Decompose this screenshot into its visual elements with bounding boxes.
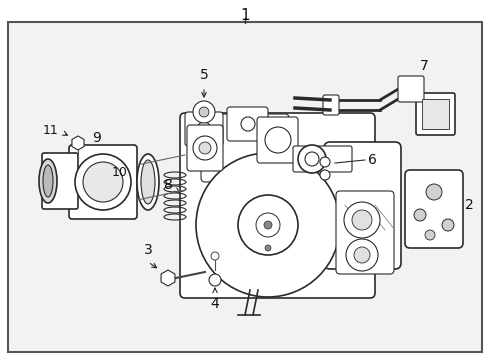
Circle shape — [75, 154, 131, 210]
FancyBboxPatch shape — [227, 107, 268, 141]
Text: 10: 10 — [112, 166, 128, 179]
FancyBboxPatch shape — [336, 191, 394, 274]
Text: 6: 6 — [368, 153, 377, 167]
Circle shape — [442, 219, 454, 231]
Circle shape — [352, 210, 372, 230]
Circle shape — [241, 117, 255, 131]
Circle shape — [83, 162, 123, 202]
Circle shape — [414, 209, 426, 221]
Circle shape — [305, 152, 319, 166]
Text: 11: 11 — [42, 123, 58, 136]
Text: 7: 7 — [420, 59, 429, 73]
Circle shape — [354, 247, 370, 263]
Circle shape — [346, 239, 378, 271]
Text: 9: 9 — [93, 131, 101, 145]
FancyBboxPatch shape — [293, 146, 352, 172]
Circle shape — [199, 107, 209, 117]
Text: 5: 5 — [199, 68, 208, 82]
Circle shape — [209, 274, 221, 286]
Circle shape — [193, 101, 215, 123]
Circle shape — [193, 136, 217, 160]
Bar — [422, 99, 449, 129]
Ellipse shape — [141, 160, 155, 204]
FancyBboxPatch shape — [323, 95, 339, 115]
FancyBboxPatch shape — [257, 117, 298, 163]
Circle shape — [320, 170, 330, 180]
Circle shape — [265, 127, 291, 153]
Text: 3: 3 — [144, 243, 152, 257]
Ellipse shape — [39, 159, 57, 203]
Circle shape — [264, 221, 272, 229]
Text: 8: 8 — [164, 178, 173, 192]
FancyBboxPatch shape — [324, 142, 401, 269]
Ellipse shape — [137, 154, 159, 210]
Ellipse shape — [43, 165, 53, 197]
FancyBboxPatch shape — [180, 113, 375, 298]
Circle shape — [256, 213, 280, 237]
Circle shape — [238, 195, 298, 255]
Circle shape — [196, 153, 340, 297]
Circle shape — [265, 245, 271, 251]
FancyBboxPatch shape — [201, 114, 289, 182]
Text: 1: 1 — [240, 8, 250, 23]
FancyBboxPatch shape — [187, 125, 223, 171]
FancyBboxPatch shape — [42, 153, 78, 209]
Text: 2: 2 — [465, 198, 474, 212]
FancyBboxPatch shape — [398, 76, 424, 102]
Circle shape — [298, 145, 326, 173]
Circle shape — [425, 230, 435, 240]
Text: 4: 4 — [211, 297, 220, 311]
Circle shape — [344, 202, 380, 238]
FancyBboxPatch shape — [69, 145, 137, 219]
Circle shape — [426, 184, 442, 200]
Circle shape — [320, 157, 330, 167]
FancyBboxPatch shape — [416, 93, 455, 135]
Circle shape — [199, 142, 211, 154]
Circle shape — [211, 252, 219, 260]
FancyBboxPatch shape — [185, 112, 223, 146]
Circle shape — [197, 122, 211, 136]
FancyBboxPatch shape — [405, 170, 463, 248]
